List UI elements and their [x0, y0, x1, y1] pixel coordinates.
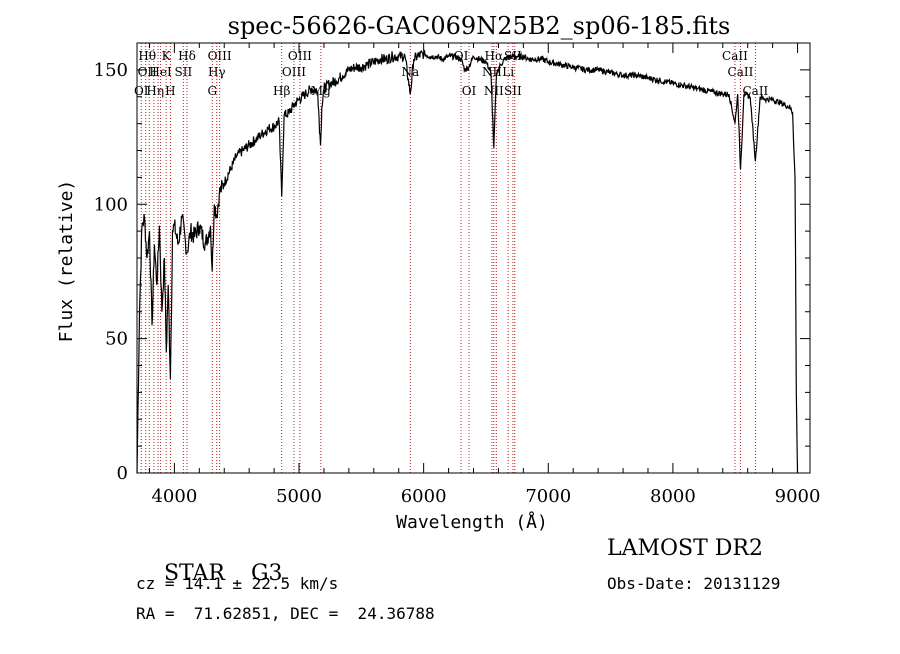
- obs-date-text: Obs-Date: 20131129: [607, 574, 781, 593]
- line-label: OIII: [208, 49, 232, 63]
- line-label: OI: [462, 84, 477, 98]
- x-tick-label: 4000: [151, 486, 197, 507]
- line-label: SII: [504, 84, 522, 98]
- y-axis-label: Flux (relative): [56, 180, 77, 343]
- line-label: CaII: [742, 84, 768, 98]
- y-tick-label: 50: [105, 329, 128, 350]
- x-tick-label: 7000: [525, 486, 571, 507]
- x-tick-label: 8000: [650, 486, 696, 507]
- line-label: Hβ: [273, 84, 290, 98]
- line-label: NII: [482, 65, 502, 79]
- line-label: Hδ: [178, 49, 196, 63]
- line-label: CaII: [728, 65, 754, 79]
- line-label: Hθ: [138, 49, 156, 63]
- object-class: STAR G3: [136, 536, 283, 611]
- line-label: Li: [502, 65, 514, 79]
- chart-title: spec-56626-GAC069N25B2_sp06-185.fits: [228, 12, 731, 40]
- x-axis-label: Wavelength (Å): [396, 511, 548, 533]
- line-label: Hη: [146, 84, 164, 98]
- y-tick-label: 0: [117, 463, 128, 484]
- line-label: SII: [175, 65, 193, 79]
- redshift-text: cz = 14.1 ± 22.5 km/s: [136, 574, 339, 593]
- survey-label: LAMOST DR2: [607, 536, 763, 561]
- y-tick-label: 100: [94, 194, 128, 215]
- line-markers: [140, 43, 756, 473]
- y-tick-label: 150: [94, 60, 128, 81]
- plot-frame: [136, 42, 811, 474]
- class-label: STAR: [163, 561, 225, 586]
- line-label: H: [165, 84, 175, 98]
- line-label: Hα: [485, 49, 504, 63]
- coordinates-text: RA = 71.62851, DEC = 24.36788: [136, 604, 435, 623]
- line-label: OIII: [288, 49, 312, 63]
- line-label: NII: [484, 84, 504, 98]
- line-label: Hγ: [208, 65, 226, 79]
- line-label: OI: [454, 49, 469, 63]
- line-label: CaII: [722, 49, 748, 63]
- subclass-label: G3: [250, 561, 283, 586]
- x-axis: 4000 5000 6000 7000 8000 9000: [148, 43, 821, 507]
- line-label: HeI: [149, 65, 172, 79]
- x-tick-label: 9000: [775, 486, 821, 507]
- line-label: OII: [138, 65, 158, 79]
- x-tick-label: 6000: [401, 486, 447, 507]
- x-tick-label: 5000: [276, 486, 322, 507]
- y-axis: 0 50 100 150: [94, 42, 810, 484]
- line-labels: OIHθOIIHηHeIKHSIIHδGHγOIIIHβOIIIOIIIMgNa…: [134, 49, 769, 98]
- line-label: OI: [134, 84, 149, 98]
- spectrum-series-line: [136, 49, 799, 474]
- line-label: Na: [401, 65, 419, 79]
- line-label: G: [207, 84, 217, 98]
- line-label: K: [162, 49, 172, 63]
- line-label: OIII: [282, 65, 306, 79]
